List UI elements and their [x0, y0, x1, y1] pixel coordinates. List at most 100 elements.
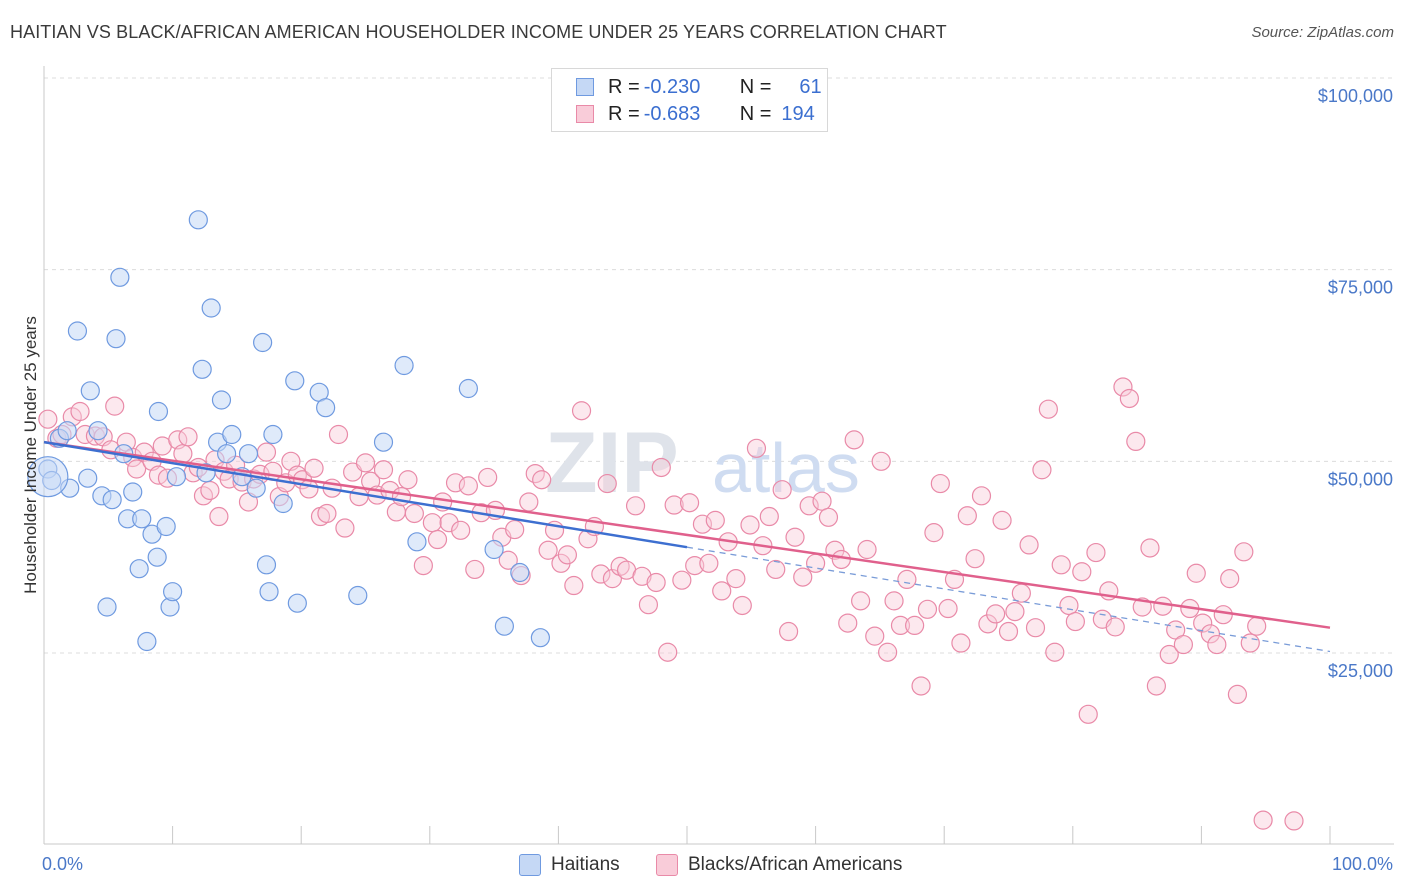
data-point-blacks	[658, 642, 678, 662]
data-point-haitians	[147, 547, 167, 567]
y-tick-label: $50,000	[1328, 469, 1393, 489]
data-point-blacks	[126, 459, 147, 479]
data-point-haitians	[166, 467, 187, 487]
data-point-blacks	[209, 506, 229, 527]
data-point-blacks	[1105, 617, 1125, 637]
data-point-blacks	[1227, 684, 1248, 705]
data-point-haitians	[484, 539, 504, 560]
data-point-blacks	[1284, 811, 1304, 831]
data-point-blacks	[831, 549, 851, 570]
data-point-blacks	[505, 519, 525, 540]
data-point-blacks	[200, 480, 220, 501]
data-point-blacks	[1032, 460, 1052, 480]
data-point-blacks	[651, 457, 671, 478]
data-point-blacks	[299, 479, 319, 499]
trend-line-haitians	[43, 440, 688, 549]
data-point-haitians	[156, 516, 176, 537]
bottom-legend-haitians: Haitians	[519, 852, 620, 878]
data-point-haitians	[259, 582, 279, 602]
data-point-haitians	[67, 321, 88, 341]
data-point-blacks	[105, 396, 125, 416]
axes	[43, 66, 1394, 845]
data-point-blacks	[1173, 634, 1193, 655]
data-point-haitians	[137, 631, 157, 652]
data-point-blacks	[1186, 563, 1206, 583]
data-point-haitians	[348, 585, 368, 606]
legend-row-blacks: R = -0.683 N = 194	[576, 101, 815, 127]
data-point-haitians	[246, 478, 266, 498]
data-point-haitians	[510, 562, 530, 583]
data-point-blacks	[1059, 595, 1079, 616]
data-point-blacks	[799, 496, 819, 516]
data-point-blacks	[905, 615, 925, 636]
data-point-haitians	[102, 490, 122, 510]
trend-lines	[43, 440, 1331, 653]
data-point-blacks	[685, 555, 705, 576]
data-point-blacks	[890, 615, 911, 636]
data-point-haitians	[494, 616, 514, 636]
data-point-blacks	[1213, 605, 1233, 625]
data-point-blacks	[857, 539, 877, 560]
data-point-haitians	[57, 421, 77, 441]
data-point-haitians	[211, 390, 232, 410]
data-point-blacks	[957, 506, 977, 526]
data-point-blacks	[638, 595, 659, 615]
data-point-blacks	[740, 515, 760, 535]
data-point-blacks	[1065, 611, 1085, 632]
data-point-blacks	[439, 513, 459, 533]
data-point-haitians	[256, 555, 277, 575]
legend-r-label: R =	[608, 102, 640, 125]
data-point-blacks	[998, 621, 1019, 642]
data-point-haitians	[123, 482, 143, 502]
data-point-haitians	[394, 355, 414, 376]
data-point-blacks	[679, 493, 700, 513]
data-point-blacks	[591, 564, 611, 584]
data-point-haitians	[163, 582, 183, 602]
data-point-blacks	[173, 444, 193, 464]
legend-swatch-blacks	[576, 105, 594, 123]
data-point-blacks	[766, 559, 786, 580]
data-point-blacks	[625, 496, 646, 516]
data-point-blacks	[373, 460, 394, 480]
data-point-blacks	[571, 401, 592, 421]
data-point-blacks	[818, 507, 839, 527]
data-point-haitians-large	[27, 456, 69, 498]
data-point-blacks	[759, 506, 779, 527]
data-point-blacks	[930, 473, 950, 494]
data-point-blacks	[564, 575, 584, 596]
data-point-haitians	[97, 597, 117, 617]
data-point-haitians	[78, 468, 98, 488]
legend-n-value: 194	[781, 102, 815, 125]
data-point-blacks	[1025, 618, 1046, 638]
data-point-blacks	[712, 581, 732, 601]
data-point-blacks	[532, 470, 552, 490]
data-point-haitians	[458, 378, 478, 399]
data-point-blacks	[557, 545, 578, 565]
data-point-blacks	[1146, 676, 1166, 696]
data-point-blacks	[404, 503, 424, 524]
data-point-blacks	[335, 518, 355, 538]
data-point-blacks	[924, 523, 944, 543]
data-point-haitians	[110, 267, 130, 287]
series-haitians-points	[27, 210, 550, 652]
data-point-blacks	[871, 451, 891, 471]
data-point-blacks	[1045, 642, 1065, 662]
bottom-legend-blacks: Blacks/African Americans	[656, 852, 902, 878]
data-point-haitians	[192, 359, 212, 379]
bottom-legend-label-blacks: Blacks/African Americans	[688, 854, 903, 875]
data-point-blacks	[413, 555, 433, 576]
data-point-blacks	[1038, 399, 1058, 419]
data-point-haitians	[132, 509, 152, 529]
data-point-blacks	[1019, 535, 1039, 555]
data-point-blacks	[391, 487, 412, 507]
data-point-blacks	[1140, 538, 1160, 558]
data-point-blacks	[785, 527, 805, 547]
data-point-haitians	[106, 329, 126, 349]
data-point-blacks	[632, 566, 652, 586]
legend-r-value: -0.683	[643, 102, 701, 125]
data-point-haitians	[273, 493, 293, 514]
data-point-blacks	[838, 613, 858, 633]
data-point-blacks	[672, 570, 692, 590]
data-point-haitians	[316, 398, 336, 418]
